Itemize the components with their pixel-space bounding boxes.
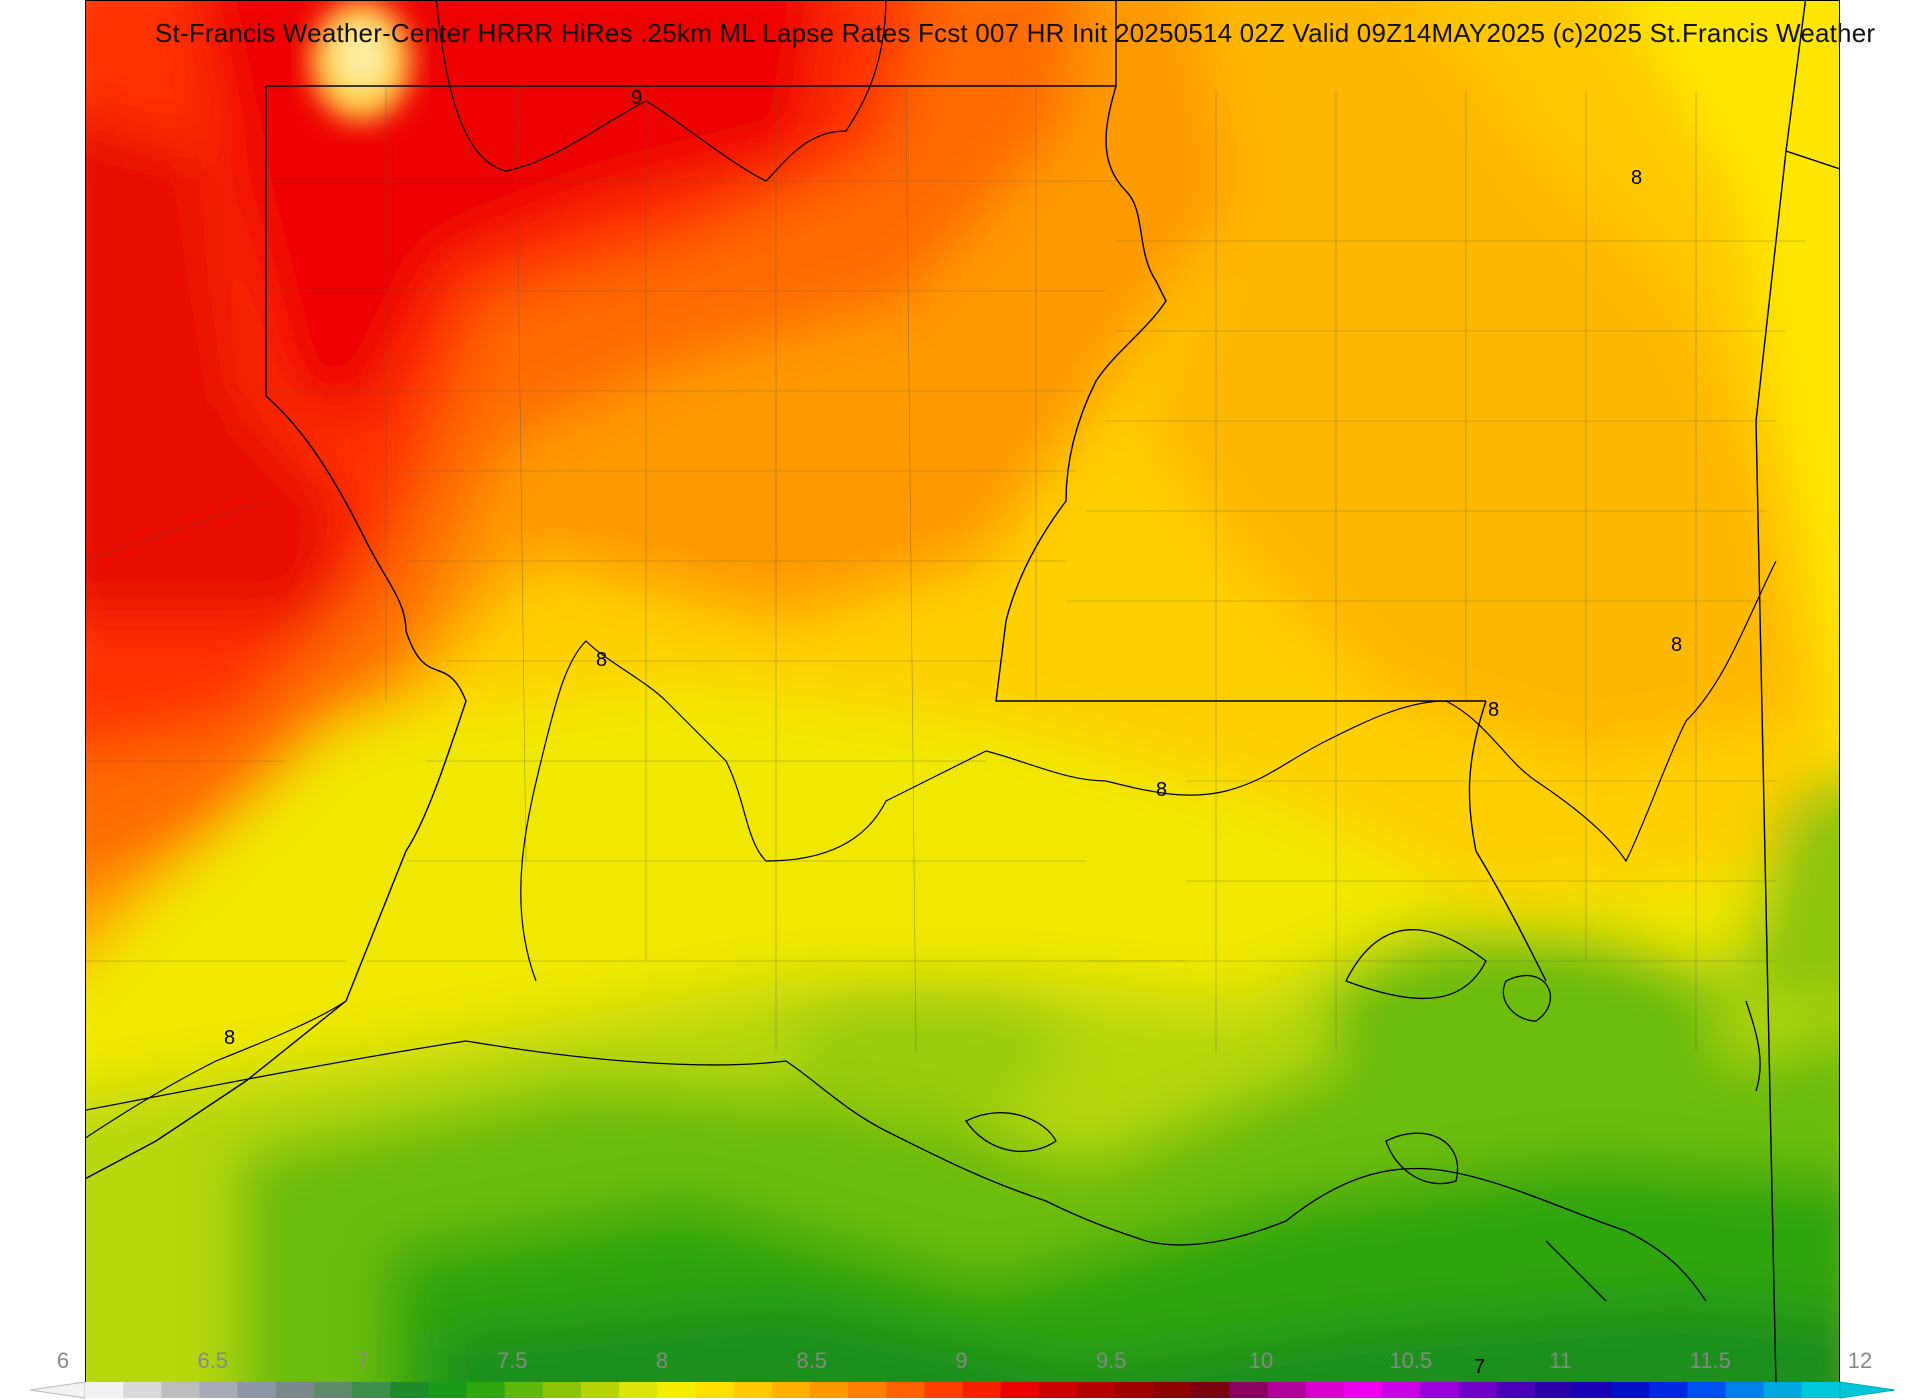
colorbar-extend-min-arrow bbox=[30, 1381, 86, 1399]
lapse-rate-map: 9 8 8 8 8 8 8 7 bbox=[86, 1, 1839, 1384]
coastline bbox=[86, 929, 1761, 1302]
contour-label-9: 9 bbox=[631, 87, 642, 109]
colorbar-tick-label: 6 bbox=[56, 1348, 70, 1373]
colorbar-swatch bbox=[504, 1382, 544, 1398]
colorbar-swatch bbox=[1000, 1382, 1040, 1398]
colorbar-swatch bbox=[1038, 1382, 1078, 1398]
colorbar-swatch bbox=[771, 1382, 811, 1398]
contour-label-8-far-east: 8 bbox=[1671, 634, 1682, 656]
colorbar-swatch bbox=[428, 1382, 468, 1398]
colorbar-swatch bbox=[1763, 1382, 1803, 1398]
colorbar-swatch bbox=[809, 1382, 849, 1398]
colorbar-tick-label: 6.5 bbox=[197, 1348, 229, 1373]
colorbar-swatch bbox=[1382, 1382, 1421, 1398]
colorbar-swatch bbox=[352, 1382, 391, 1398]
colorbar-tick-label: 12 bbox=[1847, 1348, 1873, 1373]
colorbar-swatch bbox=[1076, 1382, 1116, 1398]
map-panel: 9 8 8 8 8 8 8 7 bbox=[85, 0, 1840, 1385]
colorbar-swatch bbox=[733, 1382, 773, 1398]
colorbar-swatch bbox=[1420, 1382, 1459, 1398]
lapse-rate-field bbox=[86, 1, 1839, 1384]
colorbar-swatch bbox=[1572, 1382, 1612, 1398]
colorbar-swatch bbox=[1229, 1382, 1269, 1398]
colorbar-tick-label: 10.5 bbox=[1389, 1348, 1433, 1373]
colorbar-swatch bbox=[924, 1382, 963, 1398]
colorbar-swatch bbox=[1725, 1382, 1765, 1398]
colorbar-swatch bbox=[161, 1382, 200, 1398]
colorbar-swatch bbox=[237, 1382, 277, 1398]
contour-label-8-southwest: 8 bbox=[224, 1027, 235, 1049]
colorbar-swatch bbox=[1687, 1382, 1727, 1398]
colorbar-tick-label: 7.5 bbox=[496, 1348, 528, 1373]
colorbar-swatch bbox=[313, 1382, 353, 1398]
colorbar-swatch bbox=[85, 1382, 124, 1398]
colorbar-swatch bbox=[1496, 1382, 1536, 1398]
colorbar-tick-label: 11.5 bbox=[1689, 1348, 1731, 1373]
colorbar-swatch bbox=[657, 1382, 696, 1398]
colorbar-swatches bbox=[85, 1382, 1841, 1398]
colorbar-swatch bbox=[542, 1382, 582, 1398]
map-title: St-Francis Weather-Center HRRR HiRes .25… bbox=[155, 18, 1876, 48]
contour-label-8-northeast: 8 bbox=[1631, 167, 1642, 189]
colorbar-tick-label: 9 bbox=[955, 1348, 968, 1373]
colorbar-swatch bbox=[1611, 1382, 1650, 1398]
colorbar-tick-label: 11 bbox=[1549, 1348, 1572, 1373]
colorbar-swatch bbox=[886, 1382, 925, 1398]
contour-label-7: 7 bbox=[1474, 1356, 1485, 1378]
colorbar-swatch bbox=[1649, 1382, 1688, 1398]
colorbar-swatch bbox=[580, 1382, 620, 1398]
colorbar-tick-label: 8.5 bbox=[796, 1348, 828, 1373]
colorbar bbox=[30, 1381, 1895, 1399]
colorbar-swatch bbox=[1191, 1382, 1231, 1398]
colorbar-extend-max-arrow bbox=[1839, 1381, 1895, 1399]
colorbar-tick-label: 8 bbox=[655, 1348, 669, 1373]
county-boundaries bbox=[86, 85, 1806, 1052]
colorbar-swatch bbox=[619, 1382, 658, 1398]
colorbar-swatch bbox=[466, 1382, 506, 1398]
colorbar-tick-label: 7 bbox=[356, 1348, 369, 1373]
colorbar-swatch bbox=[1534, 1382, 1574, 1398]
colorbar-swatch bbox=[1153, 1382, 1192, 1398]
contour-labels: 9 8 8 8 8 8 8 7 bbox=[224, 87, 1682, 1378]
colorbar-swatch bbox=[1344, 1382, 1383, 1398]
colorbar-tick-label: 9.5 bbox=[1095, 1348, 1127, 1373]
colorbar-swatch bbox=[1305, 1382, 1345, 1398]
colorbar-swatch bbox=[1458, 1382, 1498, 1398]
contour-label-8-west: 8 bbox=[596, 649, 607, 671]
colorbar-swatch bbox=[199, 1382, 239, 1398]
colorbar-swatch bbox=[848, 1382, 887, 1398]
colorbar-swatch bbox=[1267, 1382, 1307, 1398]
colorbar-swatch bbox=[1801, 1382, 1841, 1398]
contour-label-8-center: 8 bbox=[1156, 779, 1167, 801]
colorbar-swatch bbox=[962, 1382, 1002, 1398]
colorbar-swatch bbox=[123, 1382, 162, 1398]
contour-lines bbox=[86, 1, 1777, 1139]
colorbar-swatch bbox=[695, 1382, 735, 1398]
contour-label-8-east: 8 bbox=[1488, 699, 1499, 721]
colorbar-swatch bbox=[275, 1382, 315, 1398]
colorbar-tick-label: 10 bbox=[1248, 1348, 1274, 1373]
colorbar-swatch bbox=[1115, 1382, 1154, 1398]
colorbar-swatch bbox=[390, 1382, 429, 1398]
